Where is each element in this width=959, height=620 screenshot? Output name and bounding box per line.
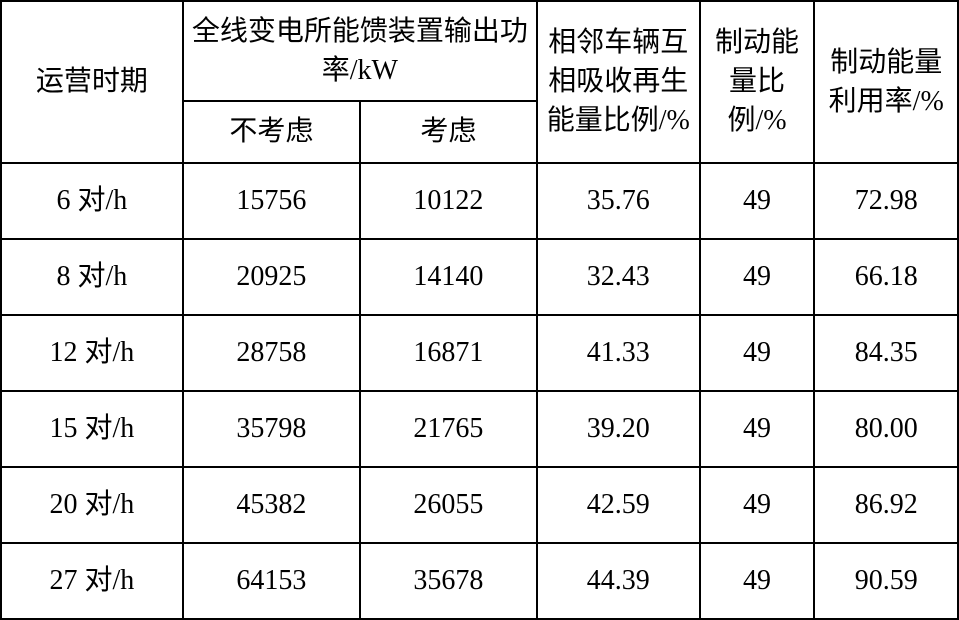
table-row: 12 对/h 28758 16871 41.33 49 84.35 (1, 315, 958, 391)
substation-energy-table: 运营时期 全线变电所能馈装置输出功率/kW 相邻车辆互相吸收再生能量比例/% 制… (0, 0, 959, 620)
table-row: 6 对/h 15756 10122 35.76 49 72.98 (1, 163, 958, 239)
cell-ratio: 49 (700, 467, 815, 543)
cell-power-yes: 21765 (360, 391, 537, 467)
cell-efficiency: 72.98 (814, 163, 958, 239)
cell-power-not: 64153 (183, 543, 360, 619)
cell-period: 6 对/h (1, 163, 183, 239)
cell-power-yes: 26055 (360, 467, 537, 543)
table-header-row-1: 运营时期 全线变电所能馈装置输出功率/kW 相邻车辆互相吸收再生能量比例/% 制… (1, 1, 958, 101)
cell-power-not: 45382 (183, 467, 360, 543)
cell-power-not: 28758 (183, 315, 360, 391)
cell-period: 15 对/h (1, 391, 183, 467)
header-period: 运营时期 (1, 1, 183, 163)
cell-ratio: 49 (700, 543, 815, 619)
cell-adjacent: 42.59 (537, 467, 700, 543)
header-power-not-considered: 不考虑 (183, 101, 360, 162)
table-row: 20 对/h 45382 26055 42.59 49 86.92 (1, 467, 958, 543)
cell-ratio: 49 (700, 315, 815, 391)
header-adjacent: 相邻车辆互相吸收再生能量比例/% (537, 1, 700, 163)
cell-power-yes: 35678 (360, 543, 537, 619)
cell-adjacent: 35.76 (537, 163, 700, 239)
cell-period: 27 对/h (1, 543, 183, 619)
cell-adjacent: 39.20 (537, 391, 700, 467)
header-power-group: 全线变电所能馈装置输出功率/kW (183, 1, 537, 101)
cell-efficiency: 90.59 (814, 543, 958, 619)
cell-ratio: 49 (700, 239, 815, 315)
cell-power-not: 15756 (183, 163, 360, 239)
cell-power-not: 35798 (183, 391, 360, 467)
table-row: 8 对/h 20925 14140 32.43 49 66.18 (1, 239, 958, 315)
cell-efficiency: 86.92 (814, 467, 958, 543)
header-power-considered: 考虑 (360, 101, 537, 162)
cell-power-yes: 14140 (360, 239, 537, 315)
cell-efficiency: 66.18 (814, 239, 958, 315)
table-row: 15 对/h 35798 21765 39.20 49 80.00 (1, 391, 958, 467)
table-body: 6 对/h 15756 10122 35.76 49 72.98 8 对/h 2… (1, 163, 958, 619)
cell-efficiency: 80.00 (814, 391, 958, 467)
cell-adjacent: 32.43 (537, 239, 700, 315)
cell-period: 12 对/h (1, 315, 183, 391)
header-braking-ratio: 制动能量比例/% (700, 1, 815, 163)
header-braking-efficiency: 制动能量利用率/% (814, 1, 958, 163)
cell-ratio: 49 (700, 163, 815, 239)
table-row: 27 对/h 64153 35678 44.39 49 90.59 (1, 543, 958, 619)
cell-adjacent: 41.33 (537, 315, 700, 391)
cell-power-not: 20925 (183, 239, 360, 315)
cell-ratio: 49 (700, 391, 815, 467)
cell-power-yes: 10122 (360, 163, 537, 239)
cell-efficiency: 84.35 (814, 315, 958, 391)
cell-period: 8 对/h (1, 239, 183, 315)
cell-power-yes: 16871 (360, 315, 537, 391)
cell-period: 20 对/h (1, 467, 183, 543)
cell-adjacent: 44.39 (537, 543, 700, 619)
